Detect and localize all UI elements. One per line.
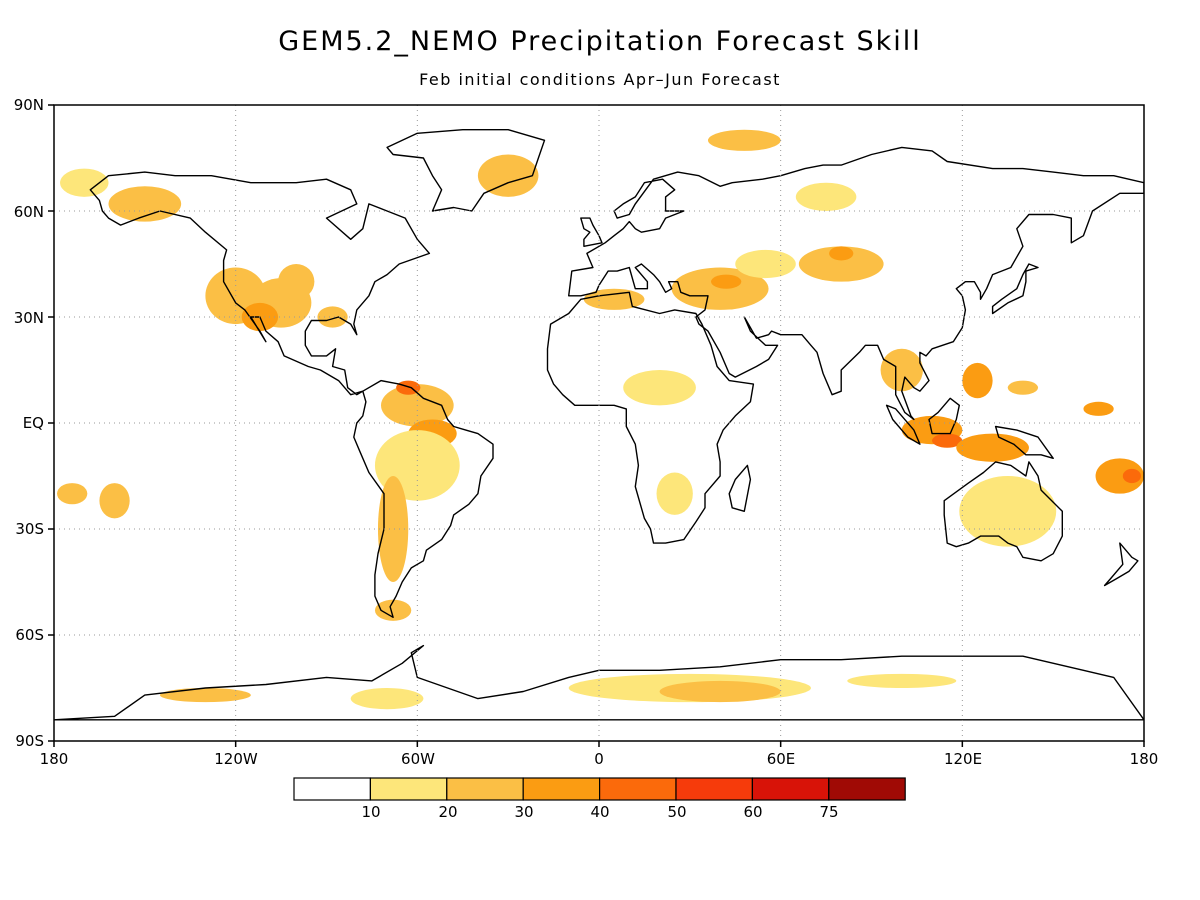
colorbar-label-20: 20 bbox=[438, 803, 458, 821]
coastline-greenland bbox=[386, 129, 546, 212]
map-title: GEM5.2_NEMO Precipitation Forecast Skill bbox=[278, 26, 922, 57]
colorbar-swatch-7 bbox=[828, 777, 906, 801]
skill-region-30 bbox=[956, 433, 1029, 462]
skill-region-24 bbox=[623, 370, 696, 406]
skill-region-29 bbox=[932, 433, 963, 448]
skill-region-4 bbox=[317, 306, 348, 328]
coastline-new-zealand bbox=[1103, 542, 1139, 587]
skill-region-34 bbox=[1083, 401, 1114, 416]
lat-label-90n: 90N bbox=[13, 96, 44, 114]
coastline-south-america bbox=[353, 379, 494, 618]
skill-region-12 bbox=[374, 599, 412, 621]
skill-region-33 bbox=[1122, 468, 1141, 484]
skill-region-32 bbox=[1095, 458, 1144, 494]
lat-label-90s: 90S bbox=[15, 732, 44, 750]
colorbar-label-10: 10 bbox=[361, 803, 381, 821]
skill-region-27 bbox=[962, 362, 993, 399]
skill-region-14 bbox=[57, 483, 88, 505]
colorbar-label-50: 50 bbox=[667, 803, 687, 821]
skill-region-40 bbox=[847, 673, 957, 689]
skill-region-37 bbox=[659, 680, 781, 703]
skill-region-13 bbox=[99, 483, 130, 519]
coastline-africa bbox=[546, 291, 755, 544]
skill-region-20 bbox=[798, 246, 884, 282]
colorbar-label-40: 40 bbox=[590, 803, 610, 821]
colorbar-swatch-4 bbox=[598, 777, 677, 801]
colorbar-swatch-6 bbox=[751, 777, 830, 801]
skill-region-38 bbox=[159, 688, 251, 703]
map-subtitle: Feb initial conditions Apr–Jun Forecast bbox=[419, 70, 781, 89]
skill-region-19 bbox=[735, 249, 796, 279]
coastline-madagascar bbox=[728, 464, 752, 512]
skill-region-5 bbox=[108, 186, 182, 222]
skill-region-21 bbox=[829, 246, 854, 261]
skill-region-39 bbox=[350, 688, 424, 710]
coastline-north-america bbox=[89, 171, 431, 396]
skill-region-25 bbox=[656, 472, 693, 515]
colorbar-swatch-5 bbox=[675, 777, 754, 801]
coastline-australia bbox=[943, 461, 1063, 562]
lon-label-60e: 60E bbox=[766, 750, 796, 768]
coastline-eurasia bbox=[568, 146, 1144, 421]
lat-label-60s: 60S bbox=[15, 626, 44, 644]
colorbar-swatch-2 bbox=[446, 777, 524, 801]
skill-region-11 bbox=[377, 476, 409, 582]
lat-label-60n: 60N bbox=[13, 203, 44, 221]
coastline-antarctica bbox=[54, 644, 1144, 721]
lon-label-60w: 60W bbox=[401, 750, 435, 768]
lon-label-180w: 180 bbox=[39, 750, 69, 768]
colorbar-swatch-0 bbox=[293, 777, 372, 801]
lat-label-30n: 30N bbox=[13, 309, 44, 327]
colorbar-swatch-3 bbox=[522, 777, 601, 801]
lon-label-120e: 120E bbox=[943, 750, 983, 768]
skill-region-23 bbox=[795, 182, 857, 211]
colorbar-swatch-1 bbox=[369, 777, 448, 801]
skill-region-15 bbox=[477, 154, 539, 197]
lat-label-30s: 30S bbox=[15, 520, 44, 538]
coastline-borneo bbox=[928, 397, 960, 435]
lon-label-120w: 120W bbox=[214, 750, 258, 768]
skill-region-17 bbox=[671, 267, 769, 310]
colorbar-label-75: 75 bbox=[819, 803, 839, 821]
skill-region-26 bbox=[880, 348, 923, 392]
skill-region-35 bbox=[1007, 380, 1039, 395]
colorbar-label-60: 60 bbox=[743, 803, 763, 821]
coastline-japan bbox=[991, 263, 1039, 315]
skill-region-3 bbox=[278, 264, 315, 300]
coastline-new-guinea bbox=[994, 425, 1054, 459]
lon-label-0: 0 bbox=[594, 750, 604, 768]
coastline-sumatra bbox=[885, 404, 921, 445]
lon-label-180e: 180 bbox=[1129, 750, 1159, 768]
colorbar-label-30: 30 bbox=[514, 803, 534, 821]
skill-region-6 bbox=[60, 168, 109, 197]
skill-region-18 bbox=[711, 274, 742, 289]
lat-label-eq: EQ bbox=[22, 414, 44, 432]
coastline-uk bbox=[580, 217, 603, 247]
skill-region-31 bbox=[959, 476, 1057, 547]
skill-region-22 bbox=[708, 129, 781, 151]
